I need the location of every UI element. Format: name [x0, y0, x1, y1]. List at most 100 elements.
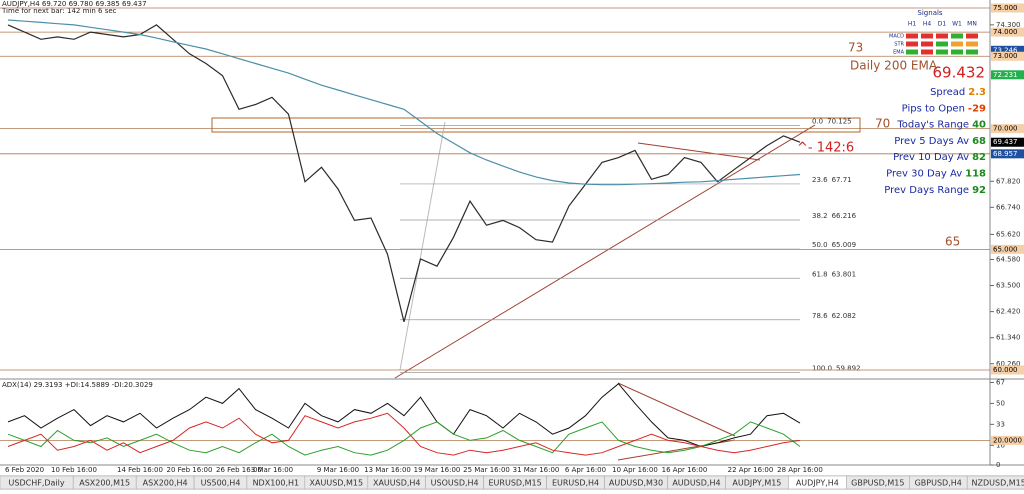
signals-title: Signals — [917, 9, 943, 17]
price-tag — [991, 435, 1024, 445]
info-label: Prev 10 Day Av — [893, 152, 969, 163]
x-tick-label: 31 Mar 16:00 — [513, 466, 560, 474]
tab-label[interactable]: ASX200,H4 — [143, 479, 188, 488]
info-row: Spread 2.3 — [930, 87, 986, 98]
price-tag-label: 69.437 — [993, 138, 1018, 146]
x-tick-label: 25 Mar 16:00 — [463, 466, 510, 474]
tab-label[interactable]: AUDUSD,M30 — [609, 479, 663, 488]
tab-label[interactable]: XAUUSD,M15 — [310, 479, 364, 488]
x-tick-label: 26 Feb 16:00 — [216, 466, 262, 474]
tab-label[interactable]: NZDUSD,M15 — [972, 479, 1024, 488]
x-tick-label: 28 Apr 16:00 — [777, 466, 823, 474]
tab-label[interactable]: USDCHF,Daily — [9, 479, 65, 488]
price-tag-label: 74.000 — [993, 28, 1018, 36]
signal-cell — [936, 33, 948, 39]
x-tick-label: 6 Apr 16:00 — [565, 466, 606, 474]
x-tick-label: 13 Mar 16:00 — [364, 466, 411, 474]
signal-cell — [951, 49, 963, 55]
signal-cell — [906, 41, 918, 47]
symbol-line: AUDJPY,H4 69.720 69.780 69.385 69.437 — [2, 0, 147, 8]
y-tick-label: 0 — [996, 461, 1000, 469]
y-tick-label: 67 — [996, 378, 1005, 386]
ema-label: Daily 200 EMA — [850, 59, 938, 73]
info-value: -29 — [968, 103, 986, 114]
level-label: 20.0000 — [993, 436, 1022, 444]
fib-label: 50.0 65.009 — [812, 241, 856, 249]
annotation: 65 — [945, 235, 960, 249]
fib-ratio: 23.6 — [812, 176, 828, 184]
fib-price: 62.082 — [832, 312, 857, 320]
price-tag-label: 73.246 — [993, 46, 1018, 54]
price-tag — [991, 149, 1024, 159]
series-line — [7, 421, 801, 456]
price-tag — [991, 365, 1024, 375]
signal-cell — [966, 49, 978, 55]
annotation: 70 — [875, 117, 890, 131]
price-tag — [991, 3, 1024, 13]
info-label: Prev Days Range — [884, 185, 969, 196]
y-tick-label: 16 — [996, 441, 1005, 449]
price-tag — [991, 70, 1024, 80]
tab-label[interactable]: ASX200,M15 — [79, 479, 130, 488]
tab-label[interactable]: AUDJPY,M15 — [732, 479, 781, 488]
tab-label[interactable]: USOUSD,H4 — [431, 479, 479, 488]
tab-label[interactable]: AUDUSD,H4 — [672, 479, 720, 488]
signal-cell — [951, 41, 963, 47]
price-tag — [991, 137, 1024, 147]
signal-column: MN — [967, 21, 977, 28]
fib-label: 38.2 66.216 — [812, 212, 857, 220]
annotation: 69.432 — [933, 64, 986, 82]
x-tick-label: 16 Apr 16:00 — [662, 466, 708, 474]
annotation: 73 — [848, 41, 863, 55]
tab-label[interactable]: GBPUSD,M15 — [851, 479, 904, 488]
y-tick-label: 66.740 — [996, 203, 1021, 211]
tab-label[interactable]: AUDJPY,H4 — [796, 479, 839, 488]
fib-label: 23.6 67.71 — [812, 176, 852, 184]
price-tag — [991, 45, 1024, 55]
x-tick-label: 10 Feb 16:00 — [51, 466, 97, 474]
y-tick-label: 65.620 — [996, 230, 1021, 238]
price-tag — [991, 244, 1024, 254]
fib-label: 0.0 70.125 — [812, 118, 852, 126]
fib-ratio: 38.2 — [812, 212, 828, 220]
tab[interactable] — [966, 475, 1024, 490]
y-tick-label: 60.260 — [996, 360, 1021, 368]
x-tick-label: 20 Feb 16:00 — [167, 466, 213, 474]
signal-cell — [906, 49, 918, 55]
annotation: ^- 142:6 — [797, 141, 854, 156]
fib-price: 59.892 — [836, 365, 861, 373]
tab-label[interactable]: EURUSD,H4 — [552, 479, 599, 488]
tab-label[interactable]: US500,H4 — [201, 479, 241, 488]
x-tick-label: 14 Feb 16:00 — [117, 466, 163, 474]
info-row: Prev Days Range 92 — [884, 185, 986, 196]
info-row: Prev 30 Day Av 118 — [886, 169, 986, 180]
y-tick-label: 74.300 — [996, 21, 1021, 29]
info-value: 40 — [972, 120, 986, 131]
signal-cell — [921, 49, 933, 55]
tab-label[interactable]: GBPUSD,H4 — [915, 479, 962, 488]
signal-cell — [921, 33, 933, 39]
signal-cell — [966, 41, 978, 47]
tab-label[interactable]: XAUUSD,H4 — [373, 479, 421, 488]
signal-row-label: STR — [894, 42, 904, 48]
fib-label: 61.8 63.801 — [812, 270, 856, 278]
fib-ratio: 78.6 — [812, 312, 828, 320]
signal-column: W1 — [952, 21, 962, 28]
signal-row-label: MACD — [889, 34, 904, 40]
info-value: 82 — [972, 152, 986, 163]
tab-label[interactable]: NDX100,H1 — [253, 479, 300, 488]
info-row: Today's Range 40 — [896, 120, 986, 131]
series-line — [7, 383, 801, 448]
fib-price: 70.125 — [827, 118, 852, 126]
fib-ratio: 100.0 — [812, 365, 832, 373]
price-tag-label: 65.000 — [993, 245, 1018, 253]
tab-label[interactable]: EURUSD,M15 — [489, 479, 542, 488]
indicator-title: ADX(14) 29.3193 +DI:14.5889 -DI:20.3029 — [2, 381, 153, 389]
price-tag-label: 70.000 — [993, 125, 1018, 133]
price-tag — [991, 27, 1024, 37]
series-line — [7, 412, 801, 456]
info-row: Prev 10 Day Av 82 — [893, 152, 986, 163]
